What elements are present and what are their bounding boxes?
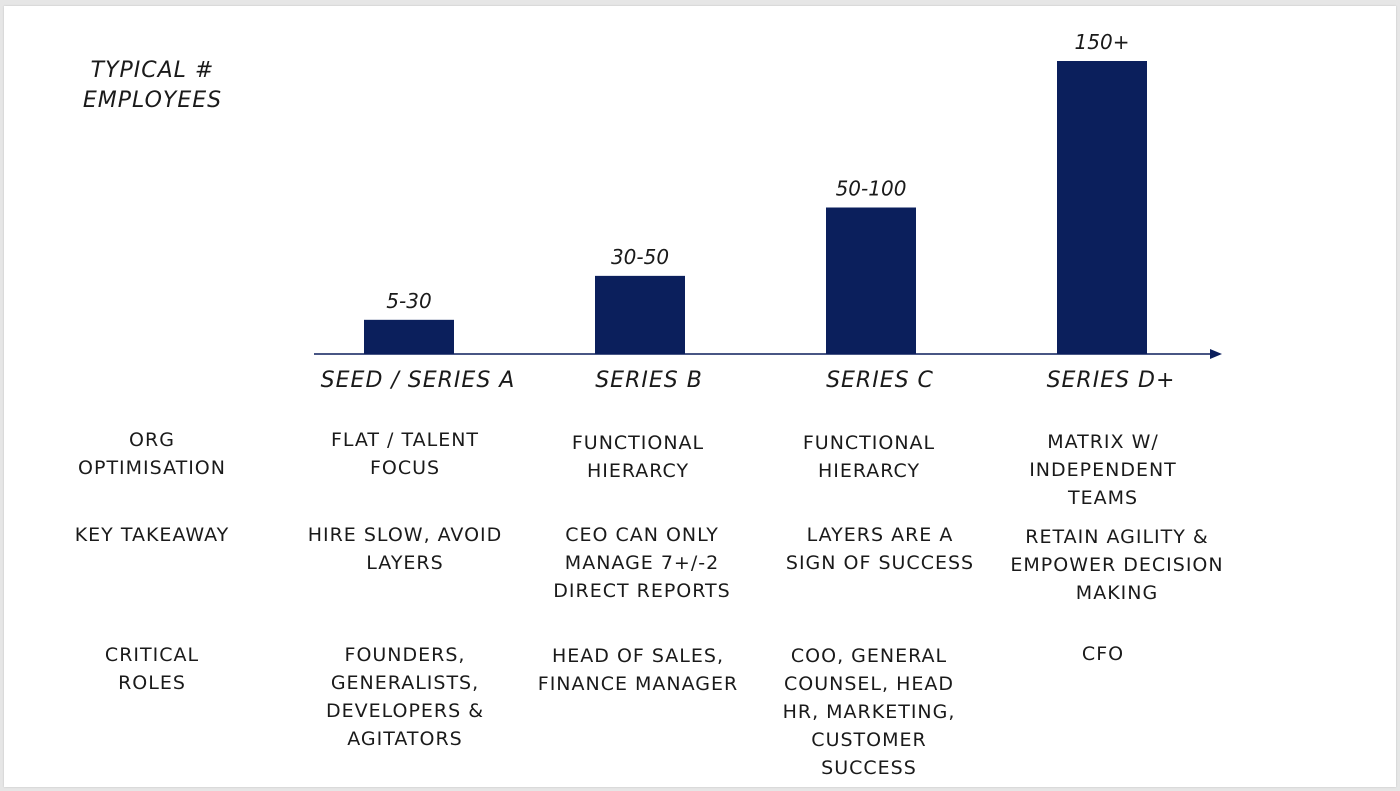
bar-chart: 5-30 SEED / SERIES A 30-50 SERIES B 50-100 SE…: [314, 30, 1222, 393]
bar-data-label-0: 5-30: [386, 289, 431, 313]
x-axis: [314, 349, 1222, 359]
bar-1: [595, 275, 685, 354]
cell-org-series-b: FUNCTIONAL HIERARCY: [571, 432, 705, 482]
row-label-key-takeaway: KEY TAKEAWAY: [74, 524, 230, 546]
slide: [4, 6, 1396, 787]
cell-takeaway-series-d: RETAIN AGILITY & EMPOWER DECISION MAKING: [1010, 526, 1224, 604]
cell-org-series-c: FUNCTIONAL HIERARCY: [802, 432, 936, 482]
cell-roles-series-c: COO, GENERAL COUNSEL, HEAD HR, MARKETING…: [782, 645, 956, 779]
x-axis-arrow-icon: [1210, 349, 1222, 359]
bar-2: [826, 207, 916, 354]
bar-data-label-2: 50-100: [836, 177, 907, 201]
bar-3: [1057, 61, 1147, 355]
row-label-critical-roles: CRITICAL ROLES: [104, 644, 200, 694]
cell-org-seed: FLAT / TALENT FOCUS: [330, 429, 480, 479]
cell-takeaway-seed: HIRE SLOW, AVOID LAYERS: [307, 524, 503, 574]
cell-takeaway-series-c: LAYERS ARE A SIGN OF SUCCESS: [785, 524, 975, 574]
category-label-2: SERIES C: [826, 368, 934, 393]
row-label-org-optimisation: ORG OPTIMISATION: [78, 429, 226, 479]
labels-layer: 5-30 SEED / SERIES A 30-50 SERIES B 50-100 SE…: [321, 30, 1176, 393]
bar-data-label-3: 150+: [1075, 30, 1130, 54]
cell-roles-series-b: HEAD OF SALES, FINANCE MANAGER: [537, 645, 739, 695]
category-label-1: SERIES B: [595, 368, 703, 393]
chart-y-axis-label: TYPICAL # EMPLOYEES: [82, 58, 223, 113]
cell-roles-seed: FOUNDERS, GENERALISTS, DEVELOPERS & AGIT…: [325, 644, 485, 750]
category-label-3: SERIES D+: [1047, 368, 1176, 393]
bars-layer: [364, 61, 1147, 355]
cell-takeaway-series-b: CEO CAN ONLY MANAGE 7+/-2 DIRECT REPORTS: [553, 524, 731, 602]
category-label-0: SEED / SERIES A: [321, 368, 516, 393]
cell-org-series-d: MATRIX W/ INDEPENDENT TEAMS: [1029, 431, 1177, 509]
bar-data-label-1: 30-50: [611, 245, 669, 269]
bar-0: [364, 319, 454, 354]
cell-roles-series-d: CFO: [1081, 643, 1125, 665]
